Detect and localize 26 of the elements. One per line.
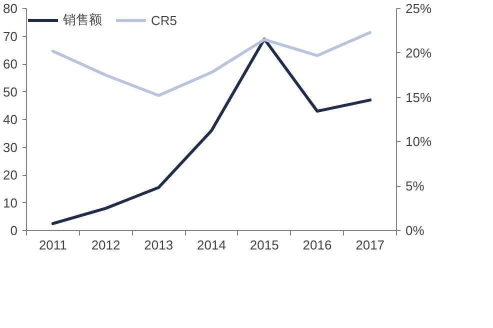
- y-tick-label: 0: [10, 223, 18, 238]
- x-tick-label: 2016: [302, 238, 332, 252]
- y2-tick-label: 25%: [406, 1, 432, 16]
- legend-label: 销售额: [63, 11, 102, 29]
- line-series: [51, 38, 372, 226]
- y2-tick-label: 0%: [406, 223, 425, 238]
- x-tick-label: 2013: [144, 238, 174, 252]
- legend-label: CR5: [151, 12, 178, 28]
- x-tick-label: 2012: [91, 238, 120, 252]
- x-tick-label: 2017: [356, 238, 385, 252]
- y-tick-label: 70: [3, 28, 18, 44]
- y2-tick-label: 5%: [406, 178, 425, 194]
- y-tick-label: 50: [3, 84, 18, 100]
- y-tick-label: 40: [3, 112, 18, 127]
- y2-tick-label: 10%: [406, 134, 432, 150]
- y2-tick-label: 20%: [406, 45, 432, 60]
- x-tick-label: 2015: [250, 238, 279, 252]
- y-tick-label: 10: [3, 195, 18, 210]
- y-tick-label: 80: [3, 1, 18, 16]
- y2-tick-label: 15%: [406, 90, 432, 105]
- x-tick-label: 2011: [38, 238, 67, 252]
- y-tick-label: 60: [3, 56, 18, 72]
- y-tick-label: 20: [3, 168, 18, 182]
- y-tick-label: 30: [3, 140, 18, 155]
- line-series: [51, 30, 372, 98]
- x-tick-label: 2014: [197, 238, 226, 252]
